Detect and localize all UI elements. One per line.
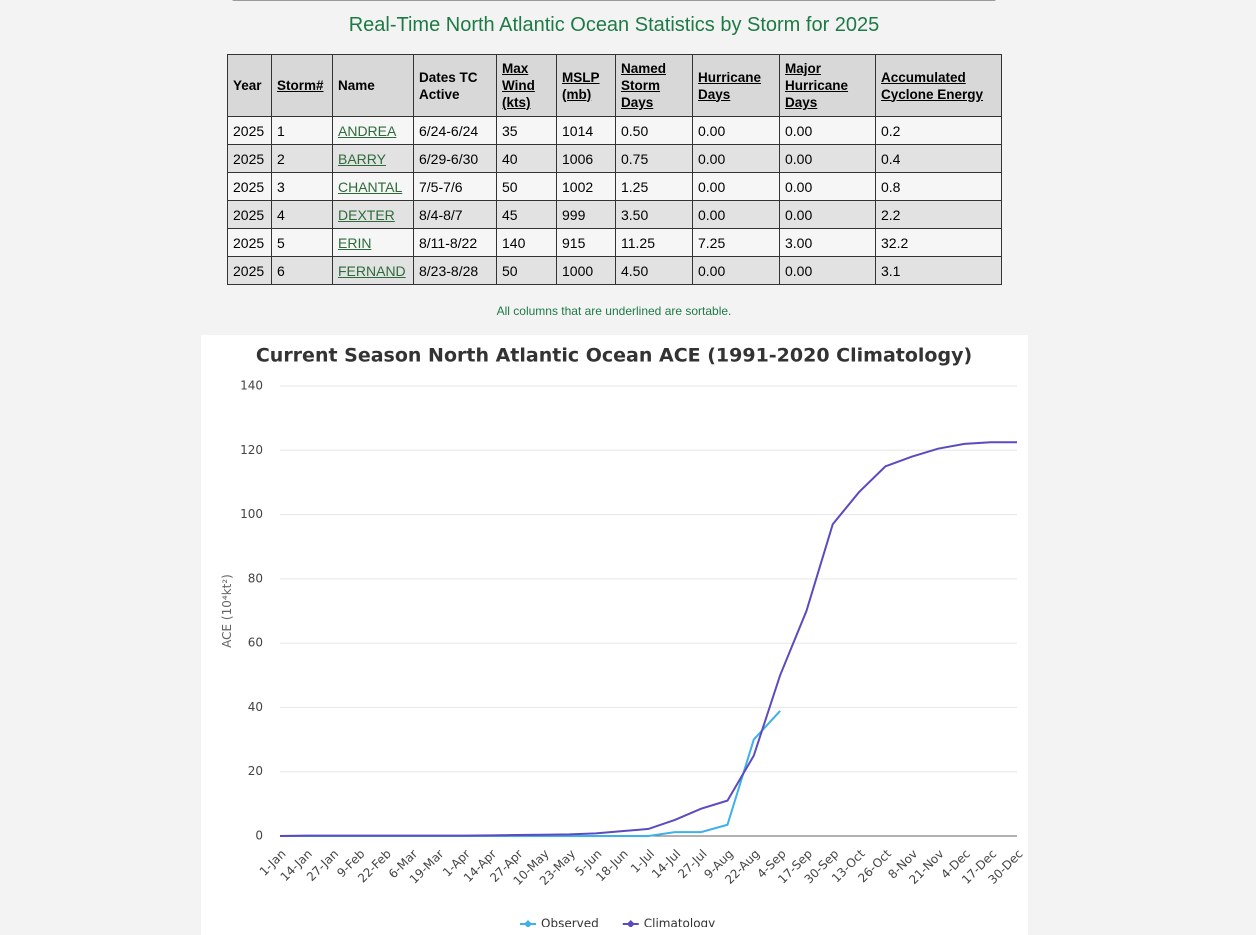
table-cell: 3.00: [779, 228, 876, 257]
storm-link[interactable]: DEXTER: [338, 206, 395, 223]
table-cell: FERNAND: [332, 256, 414, 285]
table-cell: 915: [556, 228, 616, 257]
legend-label: Observed: [541, 917, 599, 928]
column-header[interactable]: Named Storm Days: [615, 54, 693, 117]
y-axis-label: ACE (10⁴kt²): [220, 574, 234, 648]
table-cell: 8/23-8/28: [413, 256, 497, 285]
table-cell: 1: [271, 116, 333, 145]
header-row: Year Storm# Name Dates TC Active Max Wind (k…: [227, 54, 1002, 117]
table-cell: CHANTAL: [332, 172, 414, 201]
column-header[interactable]: Major Hurricane Days: [779, 54, 876, 117]
storm-link[interactable]: BARRY: [338, 150, 386, 167]
table-cell: 0.2: [875, 116, 1002, 145]
page-title: Real-Time North Atlantic Ocean Statistic…: [348, 14, 880, 36]
table-cell: 50: [496, 172, 557, 201]
x-tick-label: 14-Jul: [649, 847, 683, 881]
table-cell: 2025: [227, 228, 272, 257]
table-cell: 1002: [556, 172, 616, 201]
table-cell: 50: [496, 256, 557, 285]
storm-link[interactable]: CHANTAL: [338, 178, 403, 195]
table-cell: 1000: [556, 256, 616, 285]
table-row: 2025 2 BARRY 6/29-6/30 40 1006 0.75 0.00 0.00 0.4: [227, 144, 1002, 173]
table-note: All columns that are underlined are sort…: [496, 304, 732, 318]
table-cell: 0.00: [692, 256, 780, 285]
table-cell: 999: [556, 200, 616, 229]
column-header[interactable]: MSLP (mb): [556, 54, 616, 117]
series-line: [280, 710, 781, 837]
storm-table: Year Storm# Name Dates TC Active Max Wind (k…: [227, 54, 1002, 285]
column-header[interactable]: Storm#: [271, 54, 333, 117]
table-row: 2025 5 ERIN 8/11-8/22 140 915 11.25 7.25 3.00 32.…: [227, 228, 1002, 257]
table-cell: 4.50: [615, 256, 693, 285]
table-cell: 7.25: [692, 228, 780, 257]
table-cell: 8/4-8/7: [413, 200, 497, 229]
legend-label: Climatology: [644, 917, 716, 928]
storm-link[interactable]: FERNAND: [338, 262, 406, 279]
y-tick-label: 140: [240, 379, 263, 393]
table-cell: BARRY: [332, 144, 414, 173]
y-tick-label: 120: [240, 443, 263, 457]
table-cell: 2025: [227, 144, 272, 173]
column-header[interactable]: Max Wind (kts): [496, 54, 557, 117]
table-cell: 2025: [227, 200, 272, 229]
table-row: 2025 4 DEXTER 8/4-8/7 45 999 3.50 0.00 0.00 2.2: [227, 200, 1002, 229]
table-cell: 0.00: [779, 256, 876, 285]
column-header: Dates TC Active: [413, 54, 497, 117]
table-cell: 2025: [227, 256, 272, 285]
y-tick-label: 100: [240, 507, 263, 521]
table-cell: 3: [271, 172, 333, 201]
table-cell: 0.50: [615, 116, 693, 145]
table-cell: 140: [496, 228, 557, 257]
table-cell: 0.00: [779, 200, 876, 229]
chart-title: Current Season North Atlantic Ocean ACE …: [256, 345, 972, 367]
scroll-bar: [232, 0, 996, 1]
table-cell: 2025: [227, 116, 272, 145]
table-cell: 3.1: [875, 256, 1002, 285]
column-header[interactable]: Accumulated Cyclone Energy: [875, 54, 1002, 117]
y-tick-label: 60: [248, 636, 263, 650]
table-cell: 0.00: [779, 116, 876, 145]
table-cell: 0.00: [692, 144, 780, 173]
storm-link[interactable]: ANDREA: [338, 122, 397, 139]
table-cell: 1014: [556, 116, 616, 145]
table-body: 2025 1 ANDREA 6/24-6/24 35 1014 0.50 0.00 0.00 0.…: [227, 116, 1002, 285]
table-cell: 40: [496, 144, 557, 173]
y-tick-label: 80: [248, 571, 263, 585]
table-cell: 0.00: [692, 200, 780, 229]
column-header[interactable]: Hurricane Days: [692, 54, 780, 117]
table-cell: 1006: [556, 144, 616, 173]
legend-marker: [524, 920, 532, 927]
storm-link[interactable]: ERIN: [338, 234, 372, 251]
table-cell: 8/11-8/22: [413, 228, 497, 257]
table-cell: 4: [271, 200, 333, 229]
table-row: 2025 6 FERNAND 8/23-8/28 50 1000 4.50 0.00 0.00 3…: [227, 256, 1002, 285]
table-cell: 0.00: [779, 172, 876, 201]
table-cell: 2.2: [875, 200, 1002, 229]
table-cell: 5: [271, 228, 333, 257]
table-cell: 0.00: [779, 144, 876, 173]
table-row: 2025 3 CHANTAL 7/5-7/6 50 1002 1.25 0.00 0.00 0.8: [227, 172, 1002, 201]
table-cell: 7/5-7/6: [413, 172, 497, 201]
table-cell: 11.25: [615, 228, 693, 257]
table-row: 2025 1 ANDREA 6/24-6/24 35 1014 0.50 0.00 0.00 0.…: [227, 116, 1002, 145]
table-cell: 0.00: [692, 172, 780, 201]
series-line: [279, 441, 1017, 837]
y-tick-label: 0: [255, 829, 263, 843]
table-cell: 45: [496, 200, 557, 229]
table-cell: 2: [271, 144, 333, 173]
table-cell: 6: [271, 256, 333, 285]
table-cell: ERIN: [332, 228, 414, 257]
column-header: Year: [227, 54, 272, 117]
legend-marker: [626, 920, 635, 927]
table-cell: 6/29-6/30: [413, 144, 497, 173]
column-header: Name: [332, 54, 414, 117]
y-tick-label: 40: [248, 700, 263, 714]
table-cell: 32.2: [875, 228, 1002, 257]
y-tick-label: 20: [248, 764, 263, 778]
